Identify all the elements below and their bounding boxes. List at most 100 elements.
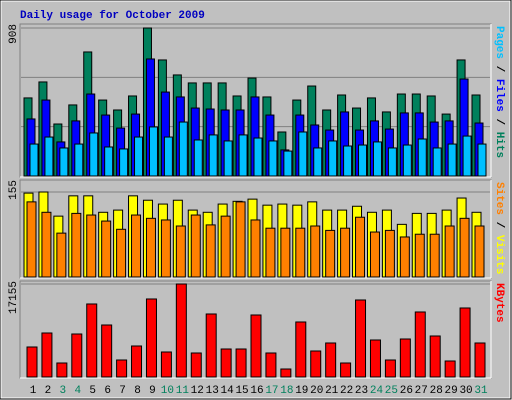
x-tick-label: 14	[221, 385, 235, 397]
bar	[432, 147, 442, 177]
x-tick-label: 20	[310, 385, 323, 397]
bar	[474, 225, 485, 278]
bar	[205, 224, 216, 278]
bar	[175, 225, 186, 278]
bar	[340, 362, 352, 378]
bar	[268, 140, 278, 177]
x-tick-label: 15	[235, 385, 248, 397]
bar	[265, 227, 276, 278]
bar	[131, 214, 142, 278]
x-tick-label: 18	[280, 385, 293, 397]
bar	[190, 352, 202, 378]
bar	[328, 140, 338, 177]
bar	[280, 368, 292, 378]
x-tick-label: 1	[30, 385, 37, 397]
bar	[253, 137, 263, 177]
bar	[313, 147, 323, 177]
y-tick-label: 17155	[8, 281, 20, 314]
bar	[205, 313, 217, 378]
chart-title: Daily usage for October 2009	[20, 10, 205, 22]
legend-entry: Pages	[493, 26, 505, 59]
x-tick-label: 10	[161, 385, 174, 397]
bar	[265, 352, 277, 378]
bar	[235, 348, 247, 378]
x-tick-label: 13	[206, 385, 219, 397]
bar	[56, 362, 68, 378]
x-tick-label: 6	[104, 385, 111, 397]
bar	[86, 214, 97, 278]
bar	[175, 283, 187, 378]
bar	[444, 225, 455, 278]
bar	[399, 236, 410, 278]
bar	[163, 136, 173, 177]
bar	[160, 219, 171, 278]
bar	[193, 139, 203, 177]
legend-entry: Sites	[493, 182, 505, 215]
bar	[250, 219, 261, 278]
bar	[369, 231, 380, 278]
bar	[355, 299, 367, 378]
bar	[477, 143, 487, 177]
bar	[220, 348, 232, 378]
bar	[474, 342, 486, 378]
legend: KBytes	[493, 283, 505, 323]
bar	[235, 201, 246, 278]
bar	[414, 311, 426, 378]
x-tick-label: 27	[415, 385, 428, 397]
legend-separator: /	[493, 118, 505, 125]
legend-entry: Hits	[493, 132, 505, 158]
x-tick-label: 17	[265, 385, 278, 397]
bar	[220, 215, 231, 278]
bar	[372, 141, 382, 177]
bar	[399, 338, 411, 378]
x-tick-label: 11	[176, 385, 190, 397]
bar	[447, 143, 457, 177]
bar	[295, 227, 306, 278]
legend: Pages / Files / Hits	[493, 26, 505, 158]
bar	[310, 350, 322, 378]
bar	[343, 145, 353, 177]
bar	[355, 216, 366, 278]
x-tick-label: 3	[60, 385, 67, 397]
bar	[402, 144, 412, 177]
bar	[89, 132, 99, 177]
bar	[384, 359, 396, 378]
bar	[298, 131, 308, 177]
bar	[250, 314, 262, 378]
bar	[86, 303, 98, 378]
bar	[145, 217, 156, 278]
bar	[325, 342, 337, 378]
x-tick-label: 29	[445, 385, 458, 397]
bar	[384, 229, 395, 278]
bar	[56, 232, 67, 278]
x-tick-label: 4	[74, 385, 81, 397]
bar	[178, 121, 188, 177]
x-tick-label: 23	[355, 385, 368, 397]
bar	[41, 211, 52, 278]
bar	[41, 332, 53, 378]
legend-entry: Files	[493, 79, 505, 112]
y-tick-label: 155	[8, 180, 20, 200]
bar	[459, 307, 471, 378]
x-tick-label: 7	[119, 385, 126, 397]
bar	[101, 220, 112, 278]
x-tick-label: 16	[250, 385, 263, 397]
bar	[71, 333, 83, 378]
x-tick-label: 12	[191, 385, 204, 397]
x-tick-label: 8	[134, 385, 141, 397]
bar	[148, 126, 158, 177]
bar	[223, 140, 233, 177]
legend-separator: /	[493, 222, 505, 229]
bar	[280, 227, 291, 278]
bar	[429, 335, 441, 378]
bar	[116, 228, 127, 278]
bar	[459, 217, 470, 278]
bar	[358, 144, 368, 177]
bar	[444, 360, 456, 378]
x-tick-label: 9	[149, 385, 156, 397]
bar	[26, 346, 38, 378]
bar	[160, 351, 172, 378]
x-tick-label: 31	[474, 385, 488, 397]
